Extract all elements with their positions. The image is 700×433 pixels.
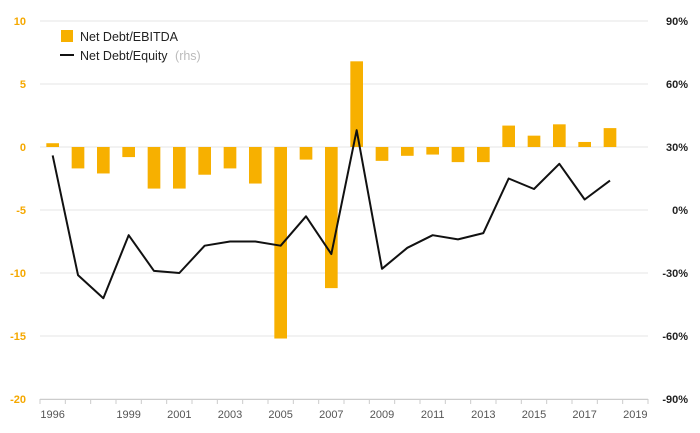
bar [502,125,515,147]
left-tick-label: -10 [10,268,26,280]
legend-swatch-net-debt-ebitda [61,30,73,42]
bar [46,143,59,147]
bar [223,147,237,169]
legend-name-net-debt-equity: Net Debt/Equity [80,49,168,63]
x-tick-label: 2017 [572,409,596,421]
bar [325,147,338,289]
bar [603,128,617,147]
right-tick-label: 90% [666,16,688,28]
left-tick-label: -15 [10,331,26,343]
bar [249,147,262,184]
bar [71,147,85,169]
x-tick-label: 2007 [319,409,343,421]
bar [147,147,161,189]
x-tick-label: 2019 [623,409,647,421]
bar-series-net-debt-ebitda [46,61,617,339]
right-tick-label: -90% [662,394,688,406]
bar [553,124,566,147]
left-tick-label: 5 [20,79,26,91]
right-tick-label: -30% [662,268,688,280]
bar [274,147,287,339]
left-tick-label: 10 [14,16,26,28]
bar [401,147,414,156]
x-tick-label: 2005 [268,409,292,421]
bar [198,147,211,175]
x-tick-label: 2013 [471,409,495,421]
x-tick-label: 2003 [218,409,242,421]
right-tick-label: 30% [666,142,688,154]
bar [578,141,591,147]
x-tick-label: 1999 [116,409,140,421]
bar [527,135,541,147]
x-axis: 1996 1999 2001 2003 2005 2007 2009 2011 2013 2015… [39,399,649,421]
right-tick-label: 60% [666,79,688,91]
left-tick-label: -20 [10,394,26,406]
x-tick-label: 1996 [40,409,64,421]
left-tick-label: -5 [16,205,26,217]
bar [375,147,389,161]
legend: Net Debt/EBITDA Net Debt/Equity (rhs) [60,30,201,63]
bar [426,147,439,155]
bar [122,147,135,158]
bar [477,147,490,163]
x-tick-label: 2015 [522,409,546,421]
right-tick-label: -60% [662,331,688,343]
legend-label-net-debt-equity: Net Debt/Equity (rhs) [80,49,201,63]
x-tick-label: 2009 [370,409,394,421]
bar [299,147,313,160]
right-axis: 90% 60% 30% 0% -30% -60% -90% [662,16,688,406]
line-series-net-debt-equity [51,129,611,300]
gridlines [40,20,648,400]
legend-suffix-rhs: (rhs) [175,49,201,63]
series-line [51,129,611,300]
x-tick-label: 2011 [421,409,445,421]
left-axis: 10 5 0 -5 -10 -15 -20 [10,16,26,406]
right-tick-label: 0% [672,205,688,217]
bar [451,147,465,163]
x-tick-label: 2001 [167,409,191,421]
bar [97,147,110,174]
left-tick-label: 0 [20,142,26,154]
bar [350,61,363,147]
bar [173,147,186,189]
legend-label-net-debt-ebitda: Net Debt/EBITDA [80,30,179,44]
